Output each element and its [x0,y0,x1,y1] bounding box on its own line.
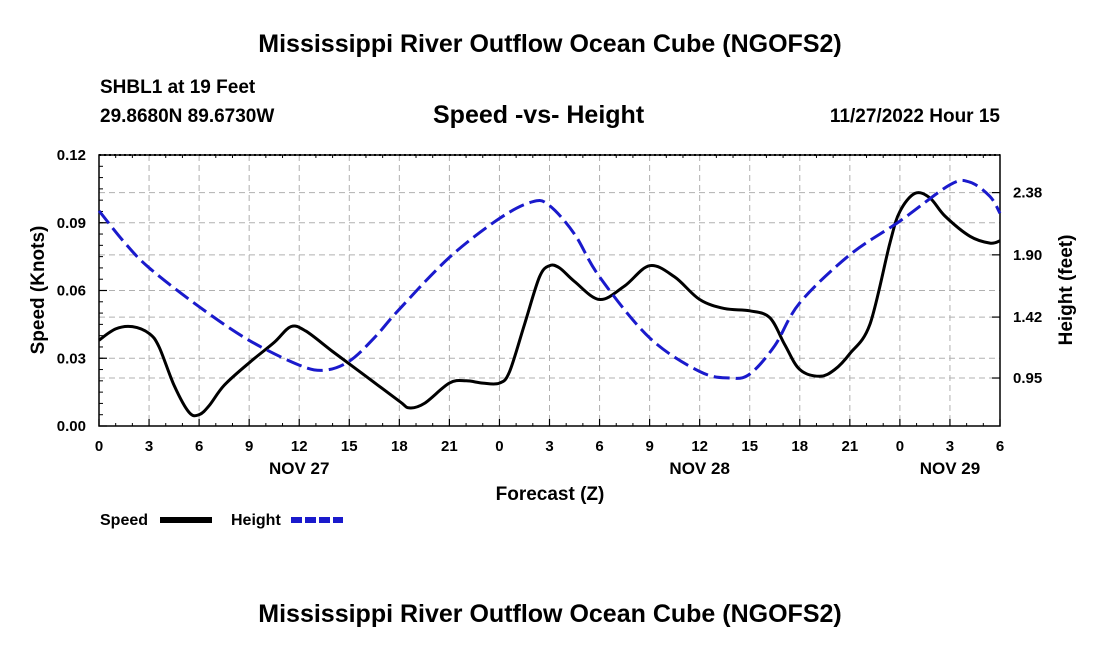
y2-tick-label: 2.38 [1013,185,1042,202]
x-tick-label: 9 [245,438,253,455]
x-tick-label: 12 [691,438,708,455]
height-series-line [97,178,1002,380]
x-date-label: NOV 29 [920,459,980,478]
y2-axis-label: Height (feet) [1056,235,1077,346]
forecast-datetime: 11/27/2022 Hour 15 [829,106,1000,127]
axis-ticks: 0 3 6 9 12 15 18 21 0 3 6 9 12 15 18 21 0 3 6 0.00 0.03 0.06 0… [57,147,1042,478]
x-tick-label: 6 [996,438,1004,455]
x-tick-label: 15 [341,438,358,455]
x-tick-label: 18 [791,438,808,455]
footer-title: Mississippi River Outflow Ocean Cube (NG… [258,600,842,628]
x-tick-label: 3 [545,438,553,455]
y2-tick-label: 1.42 [1013,309,1042,326]
x-date-label: NOV 28 [669,459,729,478]
chart-subtitle: Speed -vs- Height [433,101,645,129]
station-coordinates: 29.8680N 89.6730W [100,106,275,127]
x-tick-label: 18 [391,438,408,455]
x-tick-label: 12 [291,438,308,455]
y2-tick-label: 0.95 [1013,370,1042,387]
x-tick-label: 6 [595,438,603,455]
x-date-label: NOV 27 [269,459,329,478]
y-tick-label: 0.09 [57,215,86,232]
y2-tick-label: 1.90 [1013,247,1042,264]
y-tick-label: 0.00 [57,418,86,435]
y-tick-label: 0.06 [57,283,86,300]
y-tick-label: 0.03 [57,350,86,367]
x-tick-label: 3 [946,438,954,455]
x-tick-label: 15 [741,438,758,455]
legend-speed-label: Speed [100,512,148,529]
x-tick-label: 0 [495,438,503,455]
chart-title: Mississippi River Outflow Ocean Cube (NG… [258,30,842,58]
speed-height-chart: 0 3 6 9 12 15 18 21 0 3 6 9 12 15 18 21 0 3 6 0.00 0.03 0.06 0… [28,147,1077,529]
y-axis-label: Speed (Knots) [28,226,49,355]
x-tick-label: 9 [645,438,653,455]
x-tick-label: 21 [441,438,458,455]
x-tick-label: 21 [841,438,858,455]
y-tick-label: 0.12 [57,147,86,164]
x-tick-label: 6 [195,438,203,455]
speed-series-line [98,191,1001,418]
station-label: SHBL1 at 19 Feet [100,77,256,98]
x-axis-label: Forecast (Z) [496,484,605,505]
x-tick-label: 0 [896,438,904,455]
grid-lines [99,155,1000,426]
x-tick-label: 0 [95,438,103,455]
x-tick-label: 3 [145,438,153,455]
series-lines [97,178,1002,418]
legend-height-label: Height [231,512,281,529]
legend: Speed Height [100,512,343,529]
